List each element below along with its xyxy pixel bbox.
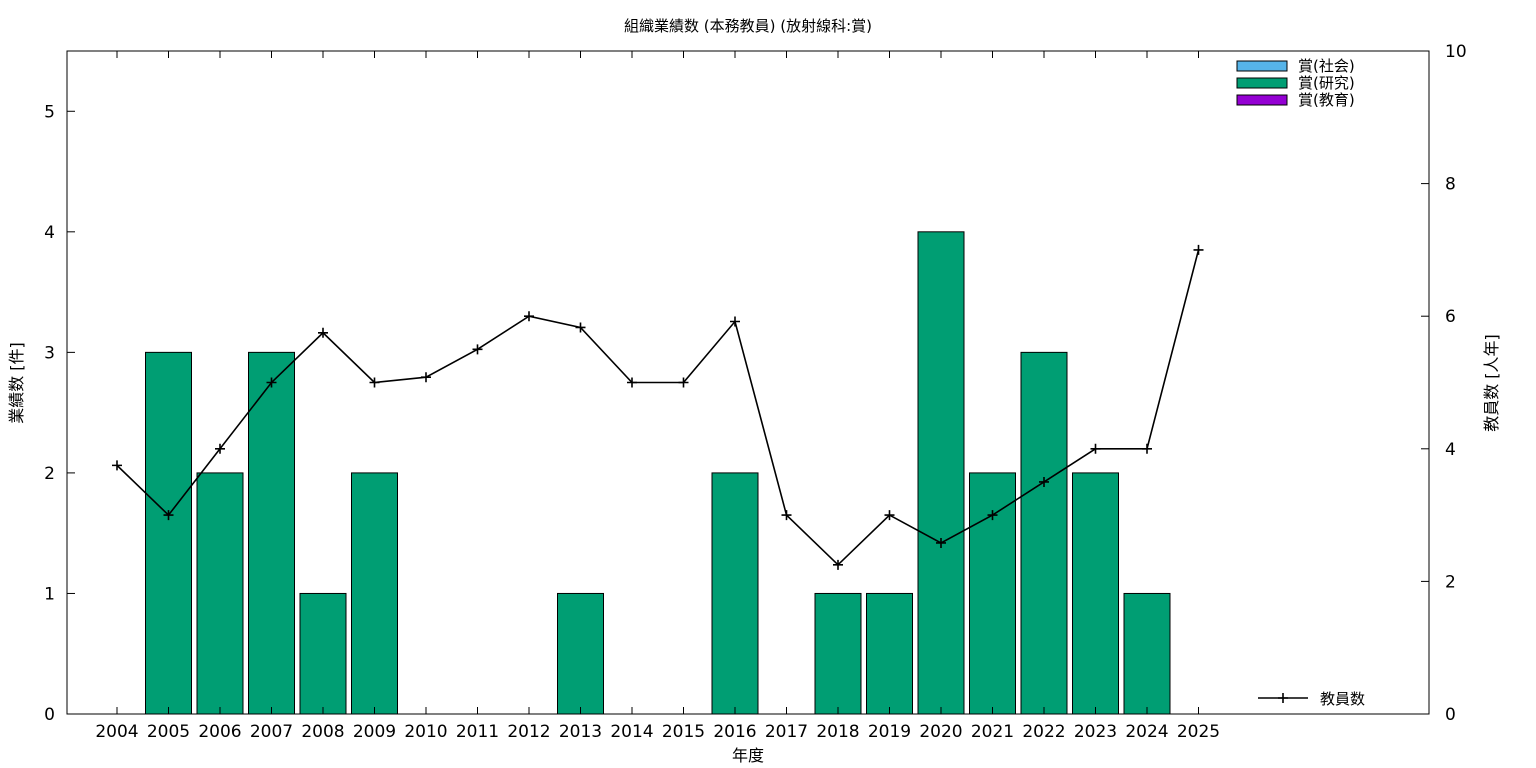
bar-2022 — [1020, 351, 1068, 715]
x-tick-label: 2018 — [816, 722, 859, 742]
x-tick-label: 2009 — [353, 722, 396, 742]
x-tick-label: 2013 — [559, 722, 602, 742]
x-tick-label: 2020 — [919, 722, 962, 742]
bar-2009 — [351, 472, 398, 715]
x-tick-label: 2023 — [1074, 722, 1117, 742]
x-tick-label: 2024 — [1125, 722, 1168, 742]
bar-2005 — [145, 351, 192, 715]
line-point-2010 — [421, 372, 431, 383]
legend-line-marker — [1278, 693, 1288, 703]
line-point-2008 — [318, 327, 328, 338]
line-series-faculty — [116, 249, 1200, 566]
x-tick-label: 2010 — [404, 722, 447, 742]
line-point-2004 — [112, 460, 122, 471]
x-tick-label: 2004 — [95, 722, 138, 742]
line-point-2021 — [987, 510, 998, 521]
y-tick-label: 3 — [44, 343, 55, 363]
line-point-2019 — [884, 510, 895, 521]
bar-2021 — [969, 472, 1016, 715]
x-tick-label: 2014 — [610, 722, 653, 742]
legend-swatch — [1236, 94, 1288, 106]
line-point-2014 — [627, 377, 637, 388]
plot-frame — [66, 50, 1430, 715]
line-point-2011 — [472, 344, 483, 355]
x-tick-label: 2005 — [147, 722, 190, 742]
legend-label: 教員数 — [1320, 690, 1365, 708]
legend-label: 賞(社会) — [1298, 57, 1355, 75]
bar-2019 — [866, 592, 913, 715]
bar-2024 — [1123, 592, 1171, 715]
y-tick-label: 2 — [44, 464, 55, 484]
line-point-2006 — [215, 443, 225, 454]
y2-tick-label: 0 — [1445, 705, 1456, 725]
y2-tick-label: 4 — [1445, 440, 1456, 460]
y2-tick-label: 2 — [1445, 572, 1456, 592]
line-point-2012 — [524, 311, 534, 322]
y2-tick-label: 8 — [1445, 175, 1456, 195]
chart-title: 組織業績数 (本務教員) (放射線科:賞) — [624, 17, 872, 35]
line-point-2005 — [163, 510, 174, 521]
line-point-2007 — [266, 377, 277, 388]
line-point-2015 — [678, 377, 689, 388]
line-point-2013 — [575, 322, 586, 333]
bar-2020 — [917, 231, 965, 715]
bar-2013 — [557, 592, 604, 715]
line-point-2025 — [1193, 244, 1204, 255]
line-point-2022 — [1039, 476, 1049, 487]
bar-2023 — [1072, 472, 1119, 715]
y-tick-label: 5 — [44, 102, 55, 122]
legend-swatch — [1236, 60, 1288, 72]
line-point-2009 — [369, 377, 380, 388]
x-tick-label: 2015 — [662, 722, 705, 742]
x-tick-label: 2022 — [1022, 722, 1065, 742]
y-tick-label: 1 — [44, 584, 55, 604]
legend-swatch — [1236, 77, 1288, 89]
line-point-2023 — [1090, 443, 1101, 454]
x-tick-label: 2019 — [868, 722, 911, 742]
line-layer — [112, 244, 1204, 570]
x-tick-label: 2025 — [1177, 722, 1220, 742]
legend-label: 賞(研究) — [1298, 74, 1355, 92]
y2-tick-label: 10 — [1445, 42, 1467, 62]
bars-layer — [145, 231, 1171, 715]
x-tick-label: 2011 — [456, 722, 499, 742]
y-axis-title: 業績数 [件] — [7, 342, 26, 424]
y2-tick-label: 6 — [1445, 307, 1456, 327]
line-point-2024 — [1142, 443, 1152, 454]
line-point-2018 — [833, 559, 843, 570]
x-tick-label: 2008 — [301, 722, 344, 742]
bar-2016 — [711, 472, 759, 715]
ticks-layer: 2004 2005 2006 2007 2008 2009 2010 2011 2012 2013… — [44, 42, 1466, 742]
y-tick-label: 4 — [44, 223, 55, 243]
legend-label: 賞(教育) — [1298, 91, 1355, 109]
legend: 賞(社会)賞(研究)賞(教育) 教員数 — [1236, 57, 1365, 708]
x-axis-title: 年度 — [732, 746, 764, 765]
y-tick-label: 0 — [44, 705, 55, 725]
line-point-2017 — [781, 510, 792, 521]
x-tick-label: 2017 — [765, 722, 808, 742]
bar-2018 — [814, 592, 862, 715]
x-tick-label: 2006 — [198, 722, 241, 742]
y2-axis-title: 教員数 [人年] — [1482, 334, 1501, 432]
line-point-2020 — [936, 537, 946, 548]
line-point-2016 — [730, 316, 740, 327]
bar-2006 — [196, 472, 244, 715]
x-tick-label: 2012 — [507, 722, 550, 742]
x-tick-label: 2007 — [250, 722, 293, 742]
bar-2007 — [248, 351, 295, 715]
x-tick-label: 2016 — [713, 722, 756, 742]
x-tick-label: 2021 — [971, 722, 1014, 742]
bar-2008 — [299, 592, 347, 715]
